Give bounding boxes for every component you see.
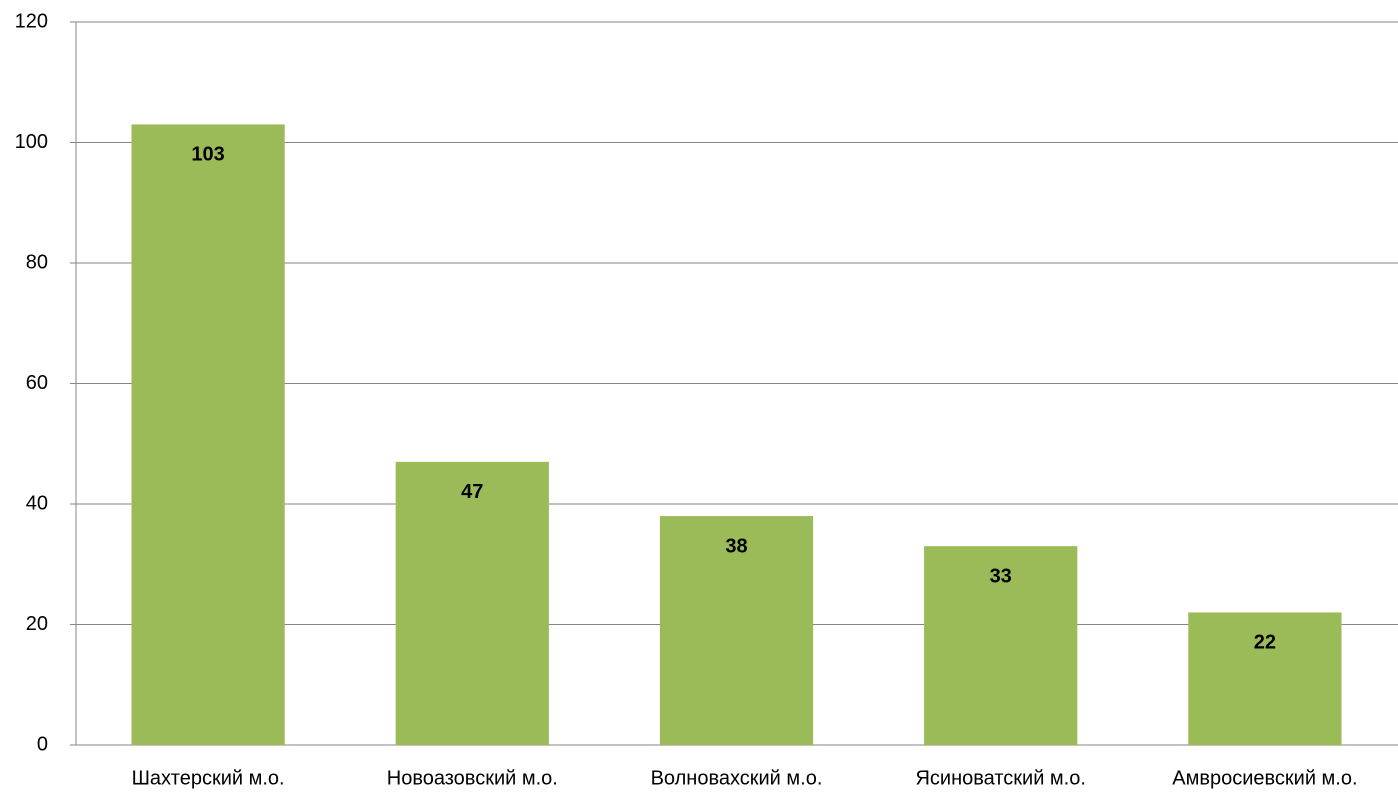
- x-tick-label: Шахтерский м.о.: [132, 767, 285, 789]
- x-tick-label: Амвросиевский м.о.: [1172, 767, 1357, 789]
- x-tick-label: Новоазовский м.о.: [387, 767, 558, 789]
- y-tick-label: 60: [26, 372, 48, 394]
- y-tick-label: 100: [15, 131, 48, 153]
- data-label: 47: [461, 481, 483, 503]
- data-label: 33: [990, 565, 1012, 587]
- y-tick-label: 20: [26, 613, 48, 635]
- bar: [1188, 612, 1342, 745]
- y-tick-label: 40: [26, 492, 48, 514]
- bar: [924, 546, 1078, 745]
- data-label: 103: [191, 144, 224, 166]
- y-tick-label: 0: [37, 733, 48, 755]
- data-label: 38: [725, 535, 747, 557]
- data-label: 22: [1254, 632, 1276, 654]
- bar: [659, 516, 814, 745]
- y-tick-label: 80: [26, 251, 48, 273]
- bar: [395, 461, 549, 745]
- x-tick-label: Волновахский м.о.: [651, 767, 823, 789]
- y-tick-label: 120: [15, 10, 48, 32]
- x-tick-label: Ясиноватский м.о.: [915, 767, 1085, 789]
- bar: [131, 124, 285, 746]
